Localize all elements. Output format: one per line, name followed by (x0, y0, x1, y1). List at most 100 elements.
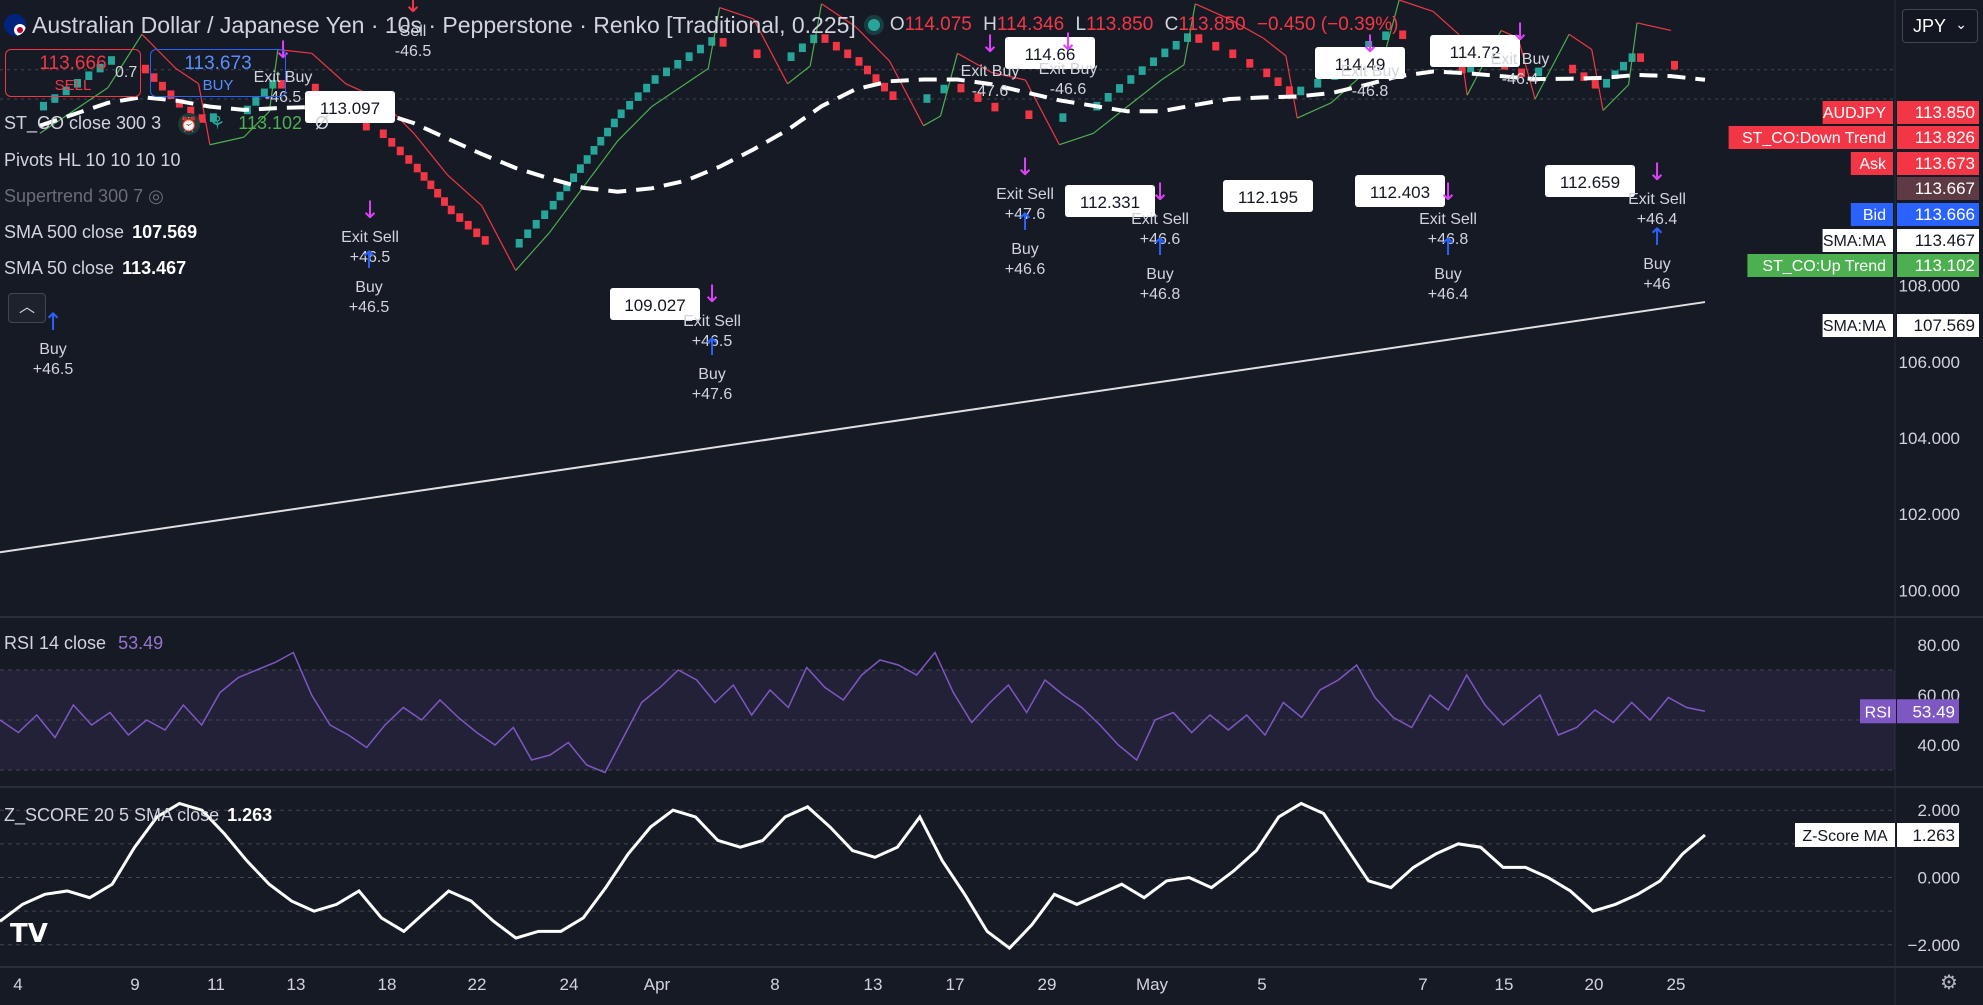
collapse-legend-button[interactable]: ︿ (8, 293, 46, 323)
signal-label: Exit Buy (1491, 51, 1550, 68)
axis-badge-value: 113.667 (1915, 179, 1975, 198)
renko-brick (209, 113, 217, 122)
renko-brick (440, 197, 448, 206)
svg-text:112.659: 112.659 (1560, 173, 1620, 192)
symbol-title[interactable]: Australian Dollar / Japanese Yen · 10s ·… (32, 11, 856, 38)
supertrend-segment (268, 49, 279, 112)
hidden-eye-icon[interactable]: ◎ (148, 186, 164, 206)
sell-button[interactable]: 113.666 SELL (5, 49, 141, 97)
renko-brick (662, 67, 670, 77)
currency-select[interactable]: JPY ⌄ (1902, 9, 1978, 43)
zscore-badge-value: 1.263 (1912, 826, 1955, 845)
renko-brick (379, 129, 387, 139)
legend-sma500[interactable]: SMA 500 close 107.569 (4, 222, 198, 242)
supertrend-segment (440, 166, 449, 176)
signal-value: -47.6 (972, 83, 1009, 100)
renko-brick (1285, 86, 1293, 95)
time-tick-label: 13 (287, 975, 306, 994)
legend-rsi[interactable]: RSI 14 close 53.49 (4, 633, 164, 653)
signal-label: Exit Sell (683, 313, 741, 330)
signal-label: Buy (1146, 266, 1174, 283)
legend-supertrend[interactable]: Supertrend 300 7 ◎ (4, 186, 164, 206)
renko-brick (696, 44, 704, 54)
signal-label: Exit Buy (1039, 61, 1098, 78)
supertrend-segment (1636, 22, 1672, 32)
gear-icon[interactable]: ⚙ (1940, 972, 1958, 994)
renko-brick (1611, 70, 1619, 80)
pivot-label: 112.331 (1065, 185, 1155, 217)
signal-value: +46.5 (33, 361, 74, 378)
exit-arrow-icon: ↓ (1438, 178, 1458, 206)
renko-brick (252, 97, 260, 106)
renko-brick (940, 84, 948, 94)
axis-badge-label-bg (1850, 152, 1893, 175)
supertrend-segment (651, 98, 664, 108)
signal-value: +46.5 (692, 333, 733, 350)
renko-brick (1127, 75, 1135, 84)
settings-icon[interactable]: ⚘ (209, 113, 226, 133)
supertrend-segment (532, 241, 542, 252)
renko-brick (1365, 40, 1373, 50)
renko-brick (1104, 92, 1112, 102)
market-status-icon (867, 19, 880, 31)
renko-brick (798, 43, 806, 53)
renko-brick (974, 93, 982, 102)
renko-brick (1246, 59, 1254, 68)
renko-brick (787, 52, 795, 61)
renko-brick (107, 56, 115, 65)
buy-button[interactable]: 113.673 BUY (150, 49, 286, 97)
supertrend-segment (472, 197, 483, 207)
signal-label: Exit Sell (996, 186, 1054, 203)
time-tick-label: 4 (13, 975, 22, 994)
legend-zscore[interactable]: Z_SCORE 20 5 SMA close 1.263 (4, 805, 273, 825)
supertrend-segment (433, 158, 442, 168)
renko-brick (187, 106, 195, 116)
renko-brick (563, 182, 571, 192)
supertrend-segment (1441, 18, 1451, 28)
supertrend-segment (1296, 109, 1315, 119)
chevron-down-icon: ⌄ (1955, 16, 1967, 32)
renko-brick (549, 200, 557, 210)
renko-brick (753, 49, 761, 59)
axis-badge-value-bg (1897, 203, 1979, 226)
svg-text:113.097: 113.097 (320, 99, 380, 118)
time-tick-label: 15 (1495, 975, 1514, 994)
supertrend-segment (107, 33, 143, 88)
exit-arrow-icon: ↓ (1360, 30, 1380, 58)
legend-sma50[interactable]: SMA 50 close 113.467 (4, 258, 187, 278)
supertrend-segment (1611, 92, 1621, 103)
ohlc-values: O114.075 H114.346 L113.850 C113.850 −0.4… (889, 14, 1399, 35)
renko-brick (610, 118, 618, 128)
axis-badge-label: ST_CO:Up Trend (1762, 258, 1886, 275)
renko-brick (923, 94, 931, 103)
supertrend-segment (974, 62, 992, 73)
zscore-badge-value-bg (1897, 822, 1959, 847)
renko-brick (1172, 40, 1180, 50)
renko-brick (413, 163, 421, 173)
supertrend-segment (880, 51, 890, 62)
buy-arrow-icon: ↑ (1015, 208, 1035, 236)
renko-brick (864, 65, 872, 75)
legend-pivots[interactable]: Pivots HL 10 10 10 10 (4, 150, 181, 170)
supertrend-segment (596, 158, 605, 169)
supertrend-segment (404, 124, 415, 134)
axis-badge-label: Bid (1863, 207, 1886, 224)
renko-brick (1535, 67, 1543, 77)
alarm-clock-icon[interactable]: ⏰ (178, 113, 201, 136)
legend-st-co[interactable]: ST_CO close 300 3 ⏰ ⚘ 113.102 Ø (4, 113, 329, 136)
supertrend-segment (175, 68, 188, 77)
renko-brick (481, 236, 489, 245)
signal-value: -46.6 (1050, 81, 1087, 98)
renko-brick (96, 63, 104, 73)
renko-brick (1637, 53, 1645, 62)
tradingview-logo[interactable]: 𝗧𝗩 (10, 918, 48, 948)
signal-label: Exit Sell (1131, 211, 1189, 228)
supertrend-segment (455, 182, 466, 191)
pivot-label: 113.097 (305, 91, 395, 123)
renko-brick (597, 136, 605, 146)
renko-brick (719, 38, 727, 47)
renko-brick (1569, 64, 1577, 74)
signal-value: +46 (1643, 276, 1670, 293)
renko-brick (73, 79, 81, 88)
